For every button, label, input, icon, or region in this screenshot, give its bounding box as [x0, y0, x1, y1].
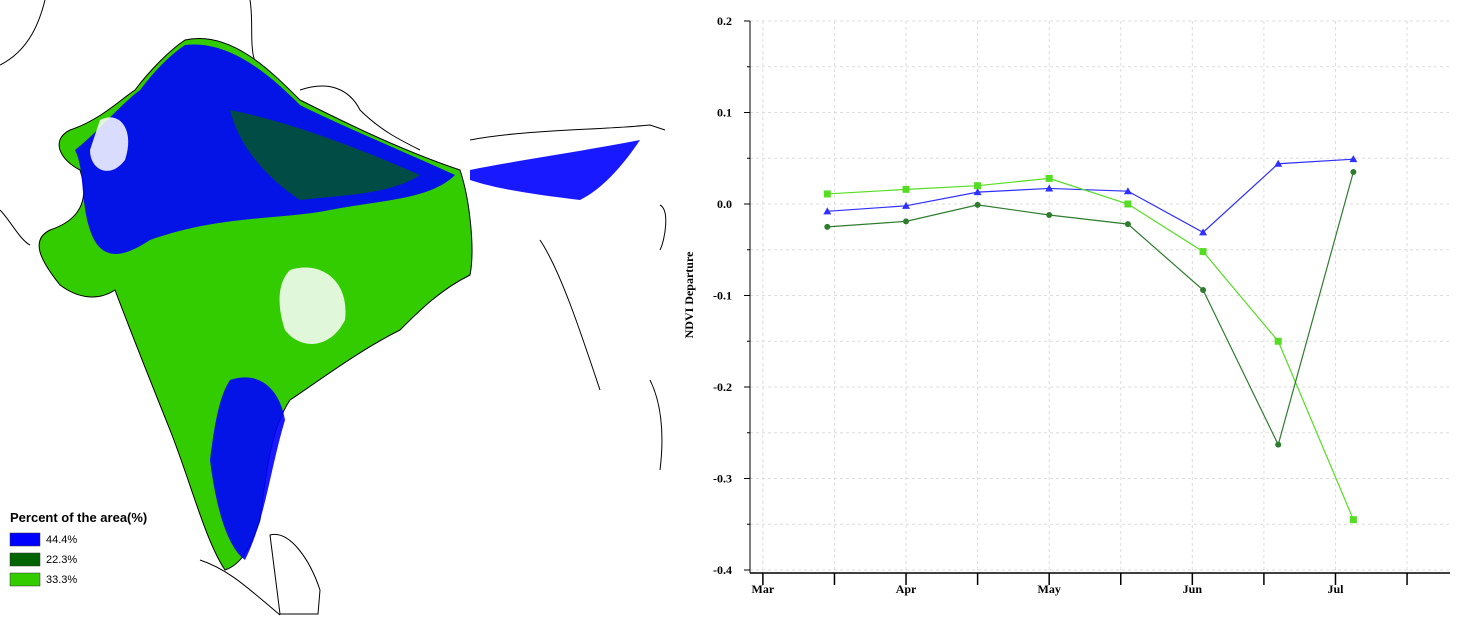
map-patch-dark [230, 110, 420, 200]
point [1200, 287, 1207, 294]
point [1349, 155, 1358, 163]
point [1045, 174, 1053, 182]
point [1123, 187, 1132, 195]
line-chart: 0.2 0.1 0.0 -0.1 -0.2 -0.3 -0.4 Mar Apr May Jun Jul… [682, 14, 1450, 596]
point [1274, 159, 1283, 167]
y-tick-label: -0.1 [713, 289, 732, 303]
point [823, 190, 831, 198]
point [902, 185, 910, 193]
y-tick-label: 0.0 [717, 197, 732, 211]
y-tick-label: 0.1 [717, 106, 732, 120]
y-tick-label: -0.4 [713, 563, 732, 577]
point [902, 201, 911, 209]
y-axis-label: NDVI Departure [682, 251, 696, 338]
series-line [827, 177, 1354, 520]
legend-swatch [9, 552, 41, 567]
y-tick-label: 0.2 [717, 14, 732, 28]
legend-swatch [9, 572, 41, 587]
x-tick-label: Jul [1327, 582, 1344, 596]
x-tick-label: May [1038, 582, 1061, 596]
point [1349, 516, 1357, 524]
x-tick-label: Jun [1183, 582, 1203, 596]
x-tick-label: Mar [752, 582, 775, 596]
legend-label: 33.3% [46, 574, 77, 586]
point [1275, 441, 1282, 448]
point [974, 201, 981, 208]
map-land-blue [75, 44, 640, 560]
point [1350, 168, 1357, 175]
legend-swatch [9, 532, 41, 547]
point [903, 218, 910, 225]
legend-label: 22.3% [46, 554, 77, 566]
point [1199, 248, 1207, 256]
point [1124, 221, 1131, 228]
legend-title: Percent of the area(%) [10, 510, 147, 525]
point [1199, 228, 1208, 236]
y-tick-label: -0.2 [713, 380, 732, 394]
point [1045, 184, 1054, 192]
point [1046, 211, 1053, 218]
point [973, 188, 982, 196]
point [1274, 337, 1282, 345]
y-tick-label: -0.3 [713, 472, 732, 486]
point [823, 207, 832, 215]
point [824, 223, 831, 230]
point [974, 182, 982, 190]
series-line [827, 171, 1354, 447]
map [0, 0, 667, 616]
legend-label: 44.4% [46, 534, 77, 546]
series-line [827, 158, 1354, 234]
point [1124, 200, 1132, 208]
x-tick-label: Apr [896, 582, 917, 596]
map-legend: Percent of the area(%) 44.4% 22.3% 33.3% [9, 510, 147, 587]
map-patch-white [90, 117, 346, 344]
